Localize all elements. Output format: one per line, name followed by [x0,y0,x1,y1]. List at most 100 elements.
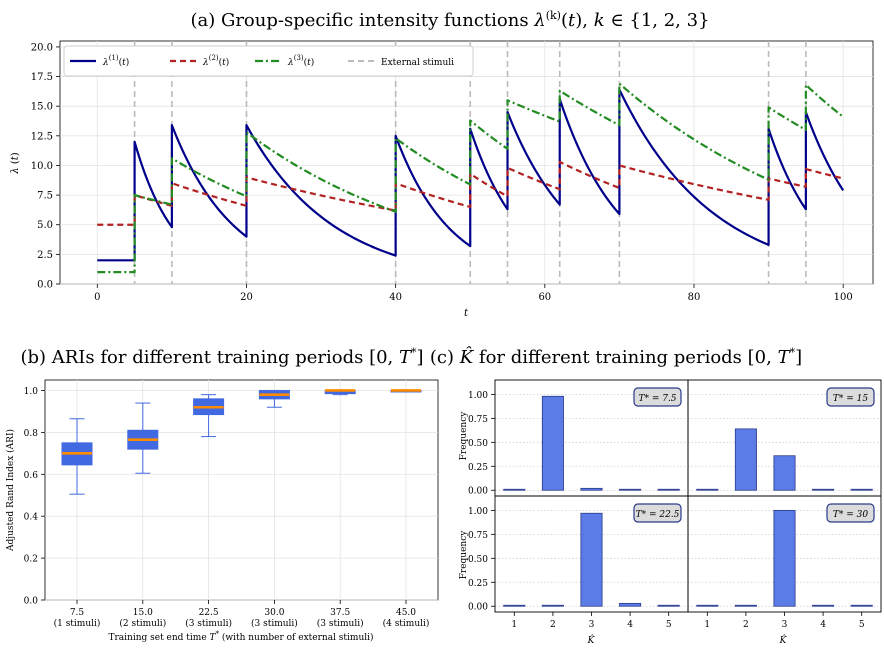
frequency-bar [580,512,603,607]
frequency-bar [734,428,757,491]
y-tick-label: 0.4 [24,513,39,523]
panel-c-ylabel-top: Frequency [459,411,469,461]
y-tick-label: 5.0 [37,220,53,231]
series-line-lambda2 [97,160,844,226]
y-tick-label: 0.0 [37,280,53,291]
subplot-label: T* = 22.5 [636,510,680,520]
panel-c-xlabel-right: K̂ [779,634,788,646]
panel-a-intensity-chart: (a) Group-specific intensity functions λ… [10,9,874,319]
subplot-label: T* = 30 [833,510,868,520]
x-tick-label: 80 [688,292,701,303]
frequency-bar [541,395,564,491]
panel-b-grid [45,380,438,601]
subplot-label-box [826,387,875,407]
x-tick-label: 20 [240,292,253,303]
legend-box [63,45,474,77]
frequency-bar [657,488,680,491]
x-tick-note: (3 stimuli) [185,618,232,629]
x-tick-label: 40 [389,292,402,303]
panel-b-frame [44,379,439,601]
y-tick-label: 12.5 [31,131,53,142]
y-tick-label: 0.25 [468,463,488,473]
x-tick-label: 37.5 [330,608,350,618]
panel-a-ylabel: λ (t) [10,152,21,174]
x-tick-label: 5 [666,620,672,630]
subplot-label: T* = 7.5 [638,394,676,404]
subplot-label-box [633,503,682,523]
y-tick-label: 1.00 [468,391,488,401]
y-tick-label: 0.75 [468,415,488,425]
panel-b-ari-boxplot: (b) ARIs for different training periods … [5,346,439,643]
khat-subplot: 1 2 3 4 5 T* = 30 [687,495,882,630]
y-tick-label: 7.5 [37,191,53,202]
frequency-bar [850,488,873,491]
y-tick-label: 20.0 [31,42,53,53]
y-tick-label: 17.5 [31,72,53,83]
x-tick-note: (3 stimuli) [251,618,298,629]
x-tick-label: 3 [782,620,788,630]
panel-b-ylabel: Adjusted Rand Index (ARI) [5,429,16,552]
frequency-bar [696,488,719,491]
frequency-bar [503,604,526,607]
y-tick-label: 10.0 [31,161,53,172]
frequency-bar [541,604,564,607]
panel-c-ylabel-bottom: Frequency [459,530,469,580]
y-tick-label: 0.00 [468,603,488,613]
series-line-lambda3 [97,82,844,274]
frequency-bar [619,602,642,607]
panel-a-series [97,82,845,274]
frequency-bar [696,604,719,607]
y-tick-label: 0.50 [468,439,488,449]
x-tick-label: 15.0 [133,608,153,618]
khat-subplot: 0.00 0.25 0.50 0.75 1.00 T* = 7.5 [468,379,689,497]
y-tick-label: 15.0 [31,102,53,113]
panel-c-khat-bars: (c) K̂ for different training periods [0… [430,346,882,646]
panel-a-ticks: 0.0 2.5 5.0 7.5 10.0 12.5 15.0 17.5 20.0 0 20 40 60 8… [31,42,853,303]
box-group [61,418,93,495]
y-tick-label: 1.00 [468,507,488,517]
y-tick-label: 2.5 [37,250,53,261]
box-group [390,389,422,393]
y-tick-label: 0.6 [24,471,39,481]
frequency-bar [619,488,642,491]
frequency-bar [812,604,835,607]
panel-c-title: (c) K̂ for different training periods [0… [430,346,802,368]
y-tick-label: 0.75 [468,531,488,541]
panel-c-xlabel-left: K̂ [587,634,596,646]
x-tick-label: 22.5 [199,608,219,618]
panel-a-xlabel: t [464,308,469,319]
panel-a-frame [59,40,874,285]
x-tick-label: 100 [834,292,853,303]
x-tick-label: 4 [627,620,633,630]
x-tick-label: 5 [859,620,865,630]
y-tick-label: 0.2 [24,555,38,565]
frequency-bar [580,487,603,491]
y-tick-label: 1.0 [24,387,39,397]
x-tick-label: 60 [538,292,551,303]
x-tick-label: 0 [94,292,100,303]
box-group [193,394,225,438]
box-group [127,402,159,474]
khat-subplot: 0.00 0.25 0.50 0.75 1.00 1 2 3 4 5 T* = 22.5 [468,495,689,630]
panel-b-boxes [61,389,422,495]
panel-b-xlabel: Training set end time T* (with number of… [108,630,373,643]
frequency-bar [850,604,873,607]
series-line-lambda1 [97,88,845,262]
frequency-bar [812,488,835,491]
frequency-bar [773,455,796,491]
x-tick-note: (3 stimuli) [317,618,364,629]
x-tick-label: 7.5 [70,608,85,618]
x-tick-note: (4 stimuli) [383,618,430,629]
box-group [324,389,356,396]
frequency-bar [734,604,757,607]
y-tick-label: 0.00 [468,487,488,497]
x-tick-note: (2 stimuli) [119,618,166,629]
y-tick-label: 0.0 [24,597,39,607]
x-tick-label: 3 [589,620,595,630]
x-tick-label: 4 [820,620,826,630]
panel-a-legend: λ(1)(t) λ(2)(t) λ(3)(t) External stimuli [63,45,474,77]
panel-b-title: (b) ARIs for different training periods … [20,346,423,368]
frequency-bar [773,509,796,607]
x-tick-label: 2 [550,620,556,630]
